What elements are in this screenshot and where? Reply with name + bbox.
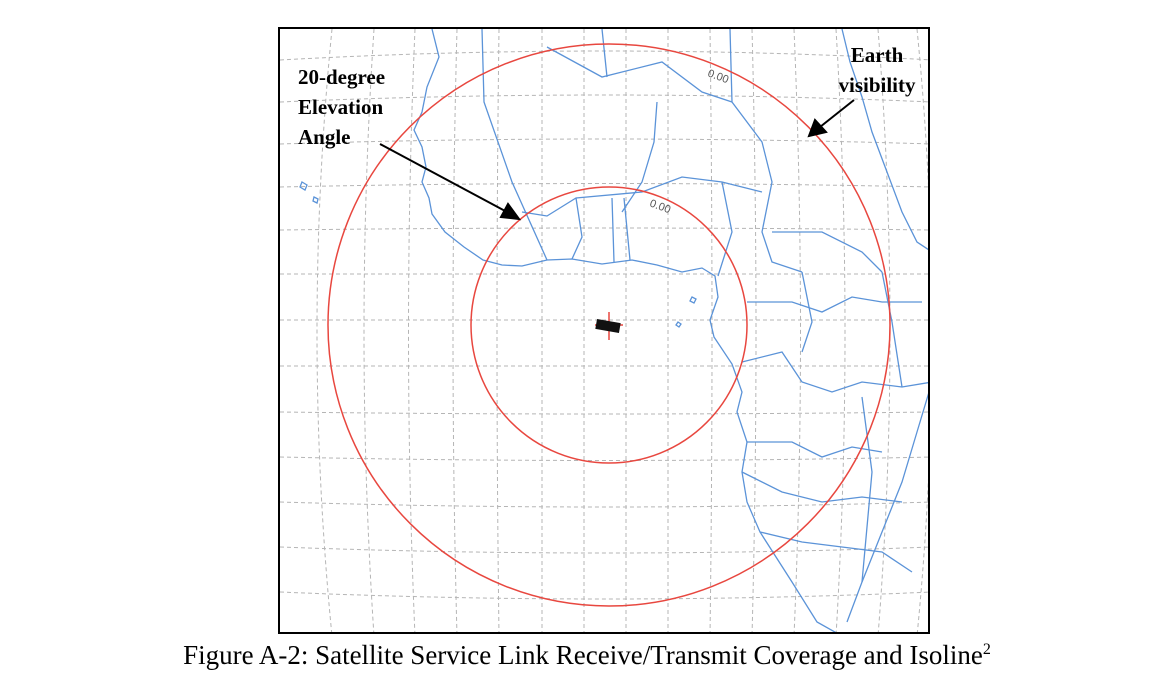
graticule-line (280, 411, 928, 415)
graticule-line (280, 591, 928, 600)
earth-visibility-circle (327, 43, 891, 607)
graticule-line (280, 183, 928, 188)
figure-caption: Figure A-2: Satellite Service Link Recei… (0, 640, 1174, 671)
graticule-line (280, 227, 928, 231)
twenty-degree-elevation-circle (470, 186, 748, 464)
graticule (280, 29, 928, 632)
island-coastline (675, 321, 682, 328)
earth-visibility-arrowhead (807, 118, 828, 138)
graticule-line (363, 29, 375, 632)
country-border (759, 531, 913, 573)
graticule-line (280, 456, 928, 461)
annotation-arrows (379, 99, 855, 221)
coastlines (299, 29, 928, 632)
africa-east-coast (841, 29, 928, 251)
country-border (601, 29, 608, 78)
graticule-line (280, 138, 928, 145)
graticule-line (793, 29, 801, 632)
map-frame: 0.00 0.00 (278, 27, 930, 634)
country-border (546, 46, 733, 103)
coverage-map: 0.00 0.00 (280, 29, 928, 632)
elevation-arrowhead (499, 202, 522, 221)
island-coastline (299, 181, 308, 191)
caption-text: Figure A-2: Satellite Service Link Recei… (183, 640, 983, 670)
country-border (801, 271, 813, 353)
graticule-line (280, 501, 928, 508)
country-border (729, 29, 803, 273)
earth-label-line: visibility (838, 73, 916, 97)
country-border (623, 197, 631, 261)
sub-satellite-point-marker (595, 312, 623, 340)
footnote-mark: 2 (982, 641, 991, 658)
graticule-line (280, 546, 928, 554)
graticule-line (280, 50, 928, 61)
elevation-label-line: Angle (298, 125, 351, 149)
country-border (621, 101, 658, 213)
country-border (717, 181, 733, 277)
graticule-line (877, 29, 891, 632)
earth-label-line: Earth (850, 43, 904, 67)
elevation-label-line: 20-degree (298, 65, 386, 89)
country-border (741, 471, 903, 503)
country-border (881, 271, 903, 388)
graticule-line (280, 94, 928, 103)
earth-visibility-label: Earth visibility (822, 40, 932, 100)
graticule-line (452, 29, 458, 632)
graticule-line (316, 29, 333, 632)
earth-visibility-arrow (819, 99, 855, 128)
country-border (611, 197, 615, 263)
country-border (571, 197, 583, 260)
africa-coastline (413, 29, 837, 632)
elevation-angle-label: 20-degree Elevation Angle (298, 62, 428, 152)
graticule-line (916, 29, 928, 632)
island-coastline (312, 196, 319, 204)
country-border (481, 29, 548, 261)
graticule-line (835, 29, 846, 632)
island-coastline (689, 296, 697, 304)
country-border (772, 231, 883, 273)
country-border (861, 396, 873, 583)
elevation-arrow (379, 143, 508, 213)
elevation-label-line: Elevation (298, 95, 384, 119)
graticule-line (751, 29, 757, 632)
country-border (747, 296, 922, 313)
graticule-line (709, 29, 713, 632)
africa-east-coast (846, 393, 928, 623)
graticule-line (496, 29, 500, 632)
graticule-line (408, 29, 416, 632)
